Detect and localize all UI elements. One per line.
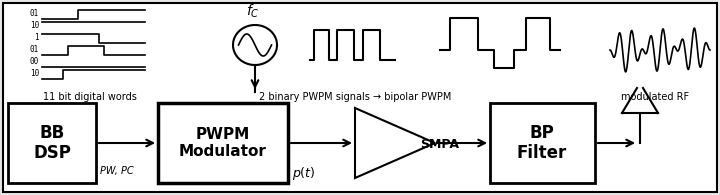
Text: PWPM
Modulator: PWPM Modulator	[179, 127, 267, 159]
Text: 11 bit digital words: 11 bit digital words	[43, 92, 137, 102]
Text: 2 binary PWPM signals → bipolar PWPM: 2 binary PWPM signals → bipolar PWPM	[258, 92, 451, 102]
Text: 01: 01	[30, 45, 39, 54]
Text: 00: 00	[30, 58, 39, 66]
Text: 01: 01	[30, 10, 39, 19]
Text: BP
Filter: BP Filter	[517, 124, 567, 162]
Text: BB
DSP: BB DSP	[33, 124, 71, 162]
Text: 10: 10	[30, 69, 39, 79]
Bar	[8, 103, 96, 183]
Bar	[158, 103, 288, 183]
Bar	[490, 103, 595, 183]
Text: $f_C$: $f_C$	[246, 3, 260, 20]
Text: SMPA: SMPA	[420, 138, 459, 152]
Text: PW, PC: PW, PC	[100, 166, 134, 176]
Text: $p(t)$: $p(t)$	[292, 165, 315, 182]
Text: 10: 10	[30, 21, 39, 30]
Text: 1: 1	[35, 34, 39, 43]
Text: modulated RF: modulated RF	[621, 92, 689, 102]
Polygon shape	[355, 108, 435, 178]
